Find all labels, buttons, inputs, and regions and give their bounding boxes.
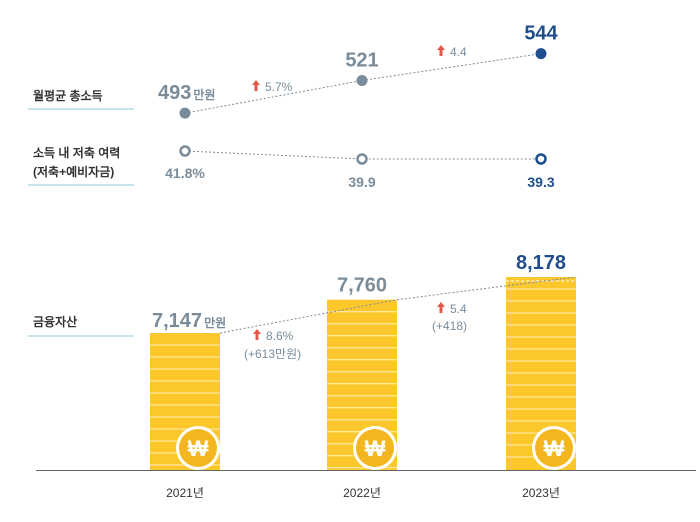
saving-value-label: 39.9	[348, 174, 375, 190]
asset-change-amount: (+418)	[432, 319, 467, 333]
x-axis: 2021년 2022년 2023년	[36, 470, 696, 500]
asset-unit: 만원	[204, 315, 226, 330]
saving-point	[179, 145, 191, 157]
won-coin-icon	[179, 429, 217, 467]
income-value-label: 493 만원	[158, 82, 215, 104]
won-symbol: ₩	[365, 436, 386, 461]
asset-value-label: 7,147 만원	[152, 310, 226, 332]
won-coin-icon	[535, 429, 573, 467]
asset-value-label: 8,178	[516, 252, 566, 274]
asset-bar: ₩	[150, 333, 220, 470]
asset-change-rate: 5.4	[450, 302, 467, 316]
income-point	[356, 75, 368, 86]
income-point	[179, 107, 191, 119]
income-line	[184, 53, 542, 114]
line-charts: 493 만원 521 544 5.7% 4.4 41.8% 39.9 39.3	[158, 23, 559, 190]
saving-label-line1: 소득 내 저축 여력	[33, 145, 120, 160]
saving-label-line2: (저축+예비자금)	[33, 164, 114, 179]
up-arrow-icon	[437, 45, 445, 56]
asset-change-amount: (+613만원)	[244, 347, 301, 361]
x-tick-label: 2022년	[343, 486, 381, 500]
saving-value-label: 39.3	[527, 174, 554, 190]
asset-change-rate: 8.6%	[266, 329, 294, 343]
asset-bar: ₩	[327, 299, 397, 470]
saving-value-label: 41.8%	[165, 165, 205, 181]
asset-bar: ₩	[506, 277, 576, 470]
income-label: 월평균 총소득	[33, 88, 103, 103]
won-coin-icon	[356, 429, 394, 467]
income-point	[535, 48, 547, 60]
up-arrow-icon	[437, 302, 445, 313]
income-change-label: 5.7%	[265, 80, 293, 94]
x-tick-label: 2021년	[166, 486, 204, 500]
income-value-label: 521	[345, 50, 378, 72]
assets-label: 금융자산	[33, 314, 77, 329]
up-arrow-icon	[252, 80, 260, 91]
income-unit: 만원	[193, 87, 215, 102]
income-change-label: 4.4	[450, 45, 467, 59]
bar-chart: ₩ ₩ ₩7,147 만원 7,760 8,178 8.6% (+613만원) 5.4 (+418…	[150, 252, 577, 470]
won-symbol: ₩	[188, 436, 209, 461]
assets-trend-line	[219, 276, 577, 334]
x-tick-label: 2023년	[522, 486, 560, 500]
saving-point	[535, 153, 547, 165]
up-arrow-icon	[253, 329, 261, 340]
income-value-label: 544	[524, 23, 558, 45]
won-symbol: ₩	[544, 436, 565, 461]
saving-point	[356, 153, 368, 165]
asset-value-label: 7,760	[337, 275, 387, 297]
